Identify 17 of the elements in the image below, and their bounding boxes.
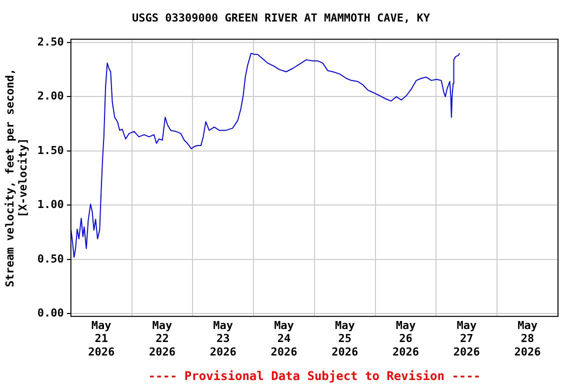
x-tick-label: May 27 2026 — [453, 318, 480, 358]
y-tick-label: 0.50 — [37, 252, 64, 266]
x-tick-label: May 25 2026 — [332, 318, 359, 358]
x-tick-label: May 23 2026 — [210, 318, 237, 358]
x-tick-label: May 22 2026 — [148, 318, 176, 358]
y-tick-label: 2.50 — [37, 35, 64, 48]
x-tick-label: May 21 2026 — [88, 318, 115, 358]
x-tick-label: May 26 2026 — [392, 318, 420, 358]
x-tick-label: May 28 2026 — [514, 318, 542, 358]
y-tick-label: 1.00 — [37, 198, 64, 212]
x-tick-label: May 24 2026 — [270, 318, 298, 358]
y-axis-title: Stream velocity, feet per second, [X-velocity] — [3, 68, 30, 288]
text: ---- Provisional Data Subject to Revision ---- — [148, 369, 481, 383]
y-tick-label: 2.00 — [37, 90, 64, 103]
y-tick-label: 1.50 — [37, 144, 64, 157]
y-tick-label: 0.00 — [37, 306, 64, 320]
chart-title: USGS 03309000 GREEN RIVER AT MAMMOTH CAVE, KY — [132, 11, 430, 24]
